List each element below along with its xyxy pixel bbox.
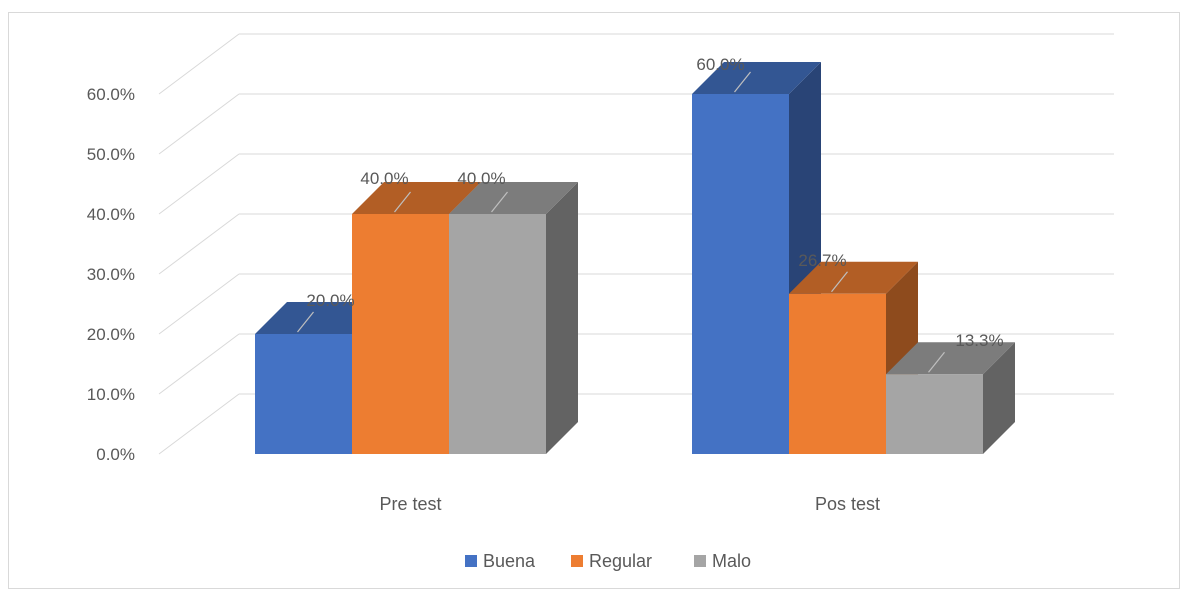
gridline-diagonal (158, 153, 240, 215)
gridline-diagonal (158, 33, 240, 95)
data-label: 60.0% (696, 55, 744, 74)
leader-line (394, 191, 411, 213)
y-tick-label: 60.0% (87, 85, 135, 104)
gridline-diagonal (158, 213, 240, 275)
data-label: 20.0% (306, 291, 354, 310)
legend-swatch (571, 555, 583, 567)
y-tick-label: 10.0% (87, 385, 135, 404)
bar (692, 94, 789, 454)
bar-top (789, 261, 918, 294)
data-label: 26.7% (798, 251, 846, 270)
bar-top (449, 182, 578, 214)
legend-swatch (465, 555, 477, 567)
chart-frame: 0.0% 10.0% 20.0% 30.0% 40.0% 50.0% 60.0% 20.0%… (8, 12, 1180, 589)
legend-label: Regular (589, 551, 652, 571)
y-axis: 0.0% 10.0% 20.0% 30.0% 40.0% 50.0% 60.0% (87, 85, 135, 464)
bar (352, 214, 449, 454)
leader-line (831, 271, 848, 293)
leader-line (297, 311, 314, 333)
x-category-label: Pos test (815, 494, 880, 514)
legend: Buena Regular Malo (465, 551, 751, 571)
bar-side (546, 182, 578, 454)
leader-line (734, 71, 751, 93)
bar-side (983, 342, 1015, 454)
bar-top (352, 182, 481, 214)
y-tick-label: 40.0% (87, 205, 135, 224)
bar (886, 374, 983, 454)
bar (449, 214, 546, 454)
y-tick-label: 30.0% (87, 265, 135, 284)
bar-top (255, 302, 384, 334)
bar (255, 334, 352, 454)
bar-chart: 0.0% 10.0% 20.0% 30.0% 40.0% 50.0% 60.0% 20.0%… (87, 33, 1114, 571)
data-labels: 20.0% 40.0% 40.0% 60.0% 26.7% 13.3% (297, 55, 1004, 373)
x-category-label: Pre test (379, 494, 441, 514)
data-label: 40.0% (457, 169, 505, 188)
data-label: 13.3% (955, 331, 1003, 350)
gridline-diagonal (158, 393, 240, 455)
bar (789, 293, 886, 454)
bars (255, 62, 1015, 454)
leader-line (928, 351, 945, 373)
data-label: 40.0% (360, 169, 408, 188)
bar-top (886, 342, 1015, 375)
legend-label: Buena (483, 551, 536, 571)
gridline-diagonal (158, 273, 240, 335)
y-tick-label: 0.0% (96, 445, 135, 464)
legend-swatch (694, 555, 706, 567)
gridline-diagonal (158, 333, 240, 395)
gridline-diagonal (158, 93, 240, 155)
y-tick-label: 50.0% (87, 145, 135, 164)
x-axis: Pre test Pos test (379, 494, 880, 514)
bar-top (692, 62, 821, 94)
leader-line (491, 191, 508, 213)
legend-label: Malo (712, 551, 751, 571)
y-tick-label: 20.0% (87, 325, 135, 344)
